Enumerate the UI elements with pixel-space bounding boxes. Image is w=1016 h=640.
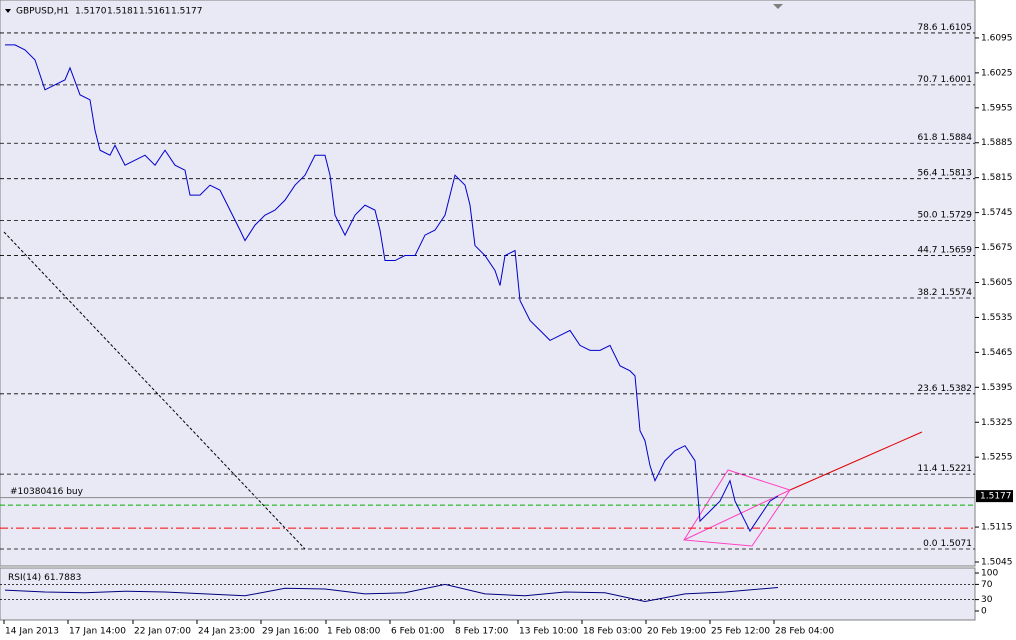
y-tick-label: 1.5815 <box>981 173 1013 183</box>
fib-price-label: 1.5813 <box>941 168 973 178</box>
y-tick-label: 1.6095 <box>981 33 1013 43</box>
x-tick-label: 24 Jan 23:00 <box>198 627 255 637</box>
rsi-name: RSI(14) <box>8 573 41 583</box>
price-line <box>5 44 779 533</box>
trend-line <box>789 431 923 491</box>
fib-label: 56.4 1.5813 <box>917 168 972 178</box>
fib-level-label: 56.4 <box>917 168 937 178</box>
x-tick-label: 22 Jan 07:00 <box>134 627 191 637</box>
ohlc-value: 1.5177 <box>171 7 203 17</box>
fib-level-label: 38.2 <box>917 287 937 297</box>
current-price-box <box>976 490 1013 503</box>
fib-level-label: 61.8 <box>917 133 937 143</box>
fib-price-label: 1.6001 <box>941 74 973 84</box>
fib-price-label: 1.5221 <box>941 464 973 474</box>
y-tick-label: 1.5535 <box>981 313 1013 323</box>
y-tick-label: 1.5955 <box>981 103 1013 113</box>
y-tick-label: 30 <box>981 595 993 605</box>
x-tick-label: 20 Feb 19:00 <box>647 627 706 637</box>
y-tick-label: 1.5045 <box>981 558 1013 568</box>
y-tick-label: 0 <box>981 607 987 617</box>
x-tick-label: 18 Feb 03:00 <box>583 627 642 637</box>
y-tick-label: 1.5465 <box>981 348 1013 358</box>
fib-price-label: 1.5574 <box>941 287 973 297</box>
rsi-title: RSI(14) 61.7883 <box>8 573 81 583</box>
fib-level-label: 0.0 <box>923 539 938 549</box>
fib-price-label: 1.5071 <box>941 539 973 549</box>
x-tick-label: 28 Feb 04:00 <box>775 627 834 637</box>
y-tick-label: 1.5325 <box>981 418 1013 428</box>
fib-level-label: 44.7 <box>917 245 937 255</box>
menu-arrow[interactable] <box>5 9 11 13</box>
fib-label: 11.4 1.5221 <box>917 464 972 474</box>
fib-price-label: 1.5382 <box>941 383 973 393</box>
y-tick-label: 1.5675 <box>981 243 1013 253</box>
symbol: GBPUSD,H1 <box>16 7 69 17</box>
rsi-last: 61.7883 <box>44 573 81 583</box>
fib-level-label: 11.4 <box>917 464 937 474</box>
y-tick-label: 1.5885 <box>981 138 1013 148</box>
x-tick-label: 6 Feb 01:00 <box>391 627 445 637</box>
y-tick-label: 1.5255 <box>981 453 1013 463</box>
shift-marker <box>773 4 783 9</box>
fib-label: 0.0 1.5071 <box>923 539 972 549</box>
x-tick-label: 29 Jan 16:00 <box>262 627 319 637</box>
fib-price-label: 1.5659 <box>941 245 973 255</box>
ohlc-value: 1.5181 <box>107 7 139 17</box>
fib-label: 50.0 1.5729 <box>917 210 972 220</box>
main-panel <box>0 0 976 567</box>
x-tick-label: 13 Feb 10:00 <box>519 627 578 637</box>
ohlc-value: 1.5170 <box>75 7 107 17</box>
fib-level-label: 70.7 <box>917 74 937 84</box>
trend-line-dashed <box>3 231 306 550</box>
fib-label: 78.6 1.6105 <box>917 22 972 32</box>
plot: 1.6095 1.6025 1.5955 1.5885 1.5815 1.5745 1.56… <box>0 22 1013 637</box>
x-tick-label: 8 Feb 17:00 <box>455 627 509 637</box>
fib-level-label: 23.6 <box>917 383 937 393</box>
fib-level-label: 50.0 <box>917 210 937 220</box>
y-tick-label: 1.5115 <box>981 523 1013 533</box>
ohlc: 1.5170 1.5181 1.5161 1.5177 <box>75 7 203 17</box>
fib-level-label: 78.6 <box>917 22 937 32</box>
x-tick-label: 17 Jan 14:00 <box>69 627 126 637</box>
fib-label: 23.6 1.5382 <box>917 383 972 393</box>
fib-price-label: 1.5729 <box>941 210 973 220</box>
fib-label: 70.7 1.6001 <box>917 74 972 84</box>
price-line <box>4 583 779 603</box>
pattern <box>683 469 791 547</box>
fib-label: 44.7 1.5659 <box>917 245 972 255</box>
x-tick-label: 14 Jan 2013 <box>5 627 59 637</box>
y-tick-label: 100 <box>981 569 998 579</box>
fib-label: 61.8 1.5884 <box>917 133 972 143</box>
current-price-label: 1.5177 <box>980 492 1012 502</box>
fib-label: 38.2 1.5574 <box>917 287 972 297</box>
y-tick-label: 1.5745 <box>981 208 1013 218</box>
y-tick-label: 1.5605 <box>981 278 1013 288</box>
ohlc-value: 1.5161 <box>139 7 171 17</box>
y-tick-label: 70 <box>981 580 993 590</box>
x-tick-label: 1 Feb 08:00 <box>327 627 381 637</box>
fib-price-label: 1.6105 <box>941 22 973 32</box>
order-label: #10380416 buy <box>10 487 84 497</box>
x-tick-label: 25 Feb 12:00 <box>711 627 770 637</box>
y-tick-label: 1.5395 <box>981 383 1013 393</box>
y-tick-label: 1.6025 <box>981 68 1013 78</box>
fib-price-label: 1.5884 <box>941 133 973 143</box>
